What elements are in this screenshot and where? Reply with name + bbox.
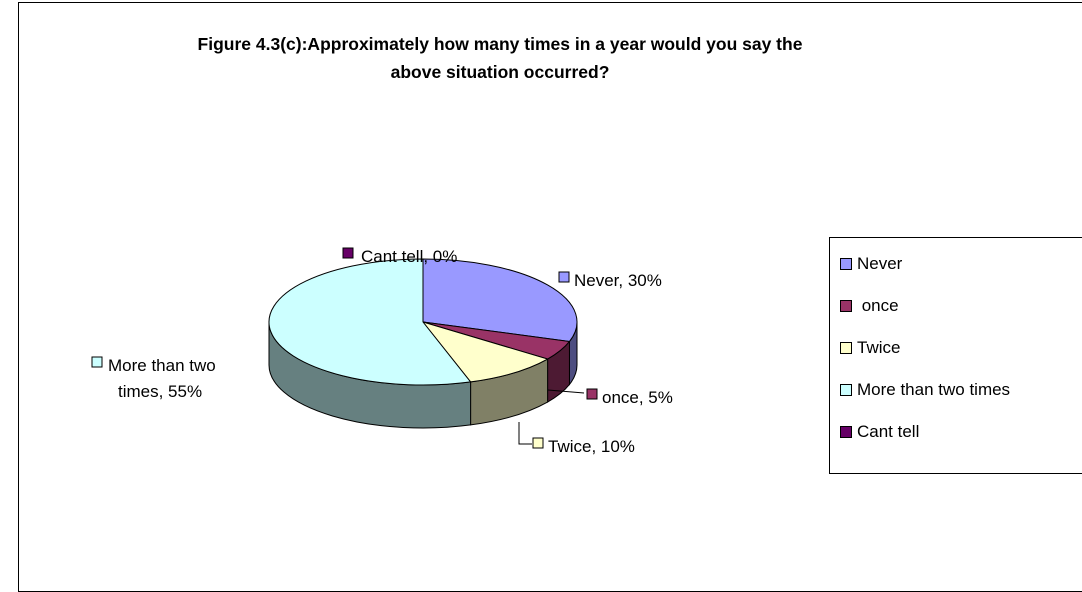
pie-top: [268, 258, 578, 386]
leader-line-once: [547, 389, 585, 394]
data-label-more-than-two-times: More than two: [108, 356, 216, 375]
data-label-swatch-once: [586, 388, 598, 400]
data-label-twice: Twice, 10%: [548, 437, 635, 456]
chart-title-line-2: above situation occurred?: [390, 62, 610, 82]
legend-item-once: once: [840, 295, 899, 317]
legend-swatch-twice: [840, 342, 852, 354]
legend-label-cant-tell: Cant tell: [857, 422, 920, 441]
data-label-cant-tell: Cant tell, 0%: [361, 247, 457, 266]
data-labels: Never, 30% once, 5% Twice, 10% More than tw…: [91, 247, 673, 456]
legend-item-cant-tell: Cant tell: [840, 421, 919, 443]
pie-slice-more-than-two-times: [268, 258, 472, 386]
data-label-swatch-twice: [532, 437, 544, 449]
pie-slice-twice: [421, 321, 549, 383]
legend-swatch-cant-tell: [840, 426, 852, 438]
legend-label-more-than-two-times: More than two times: [857, 380, 1011, 399]
legend-label-twice: Twice: [857, 338, 901, 357]
legend-item-never: Never: [840, 253, 902, 275]
chart-title: Figure 4.3(c):Approximately how many tim…: [60, 30, 940, 86]
legend-item-twice: Twice: [840, 337, 900, 359]
data-label-once: once, 5%: [602, 388, 673, 407]
legend-swatch-once: [840, 300, 852, 312]
data-label-swatch-never: [558, 271, 570, 283]
legend: Never once Twice More than two times Cant t…: [829, 237, 1082, 474]
legend-label-never: Never: [857, 254, 903, 273]
chart-title-line-1: Figure 4.3(c):Approximately how many tim…: [197, 34, 803, 54]
legend-swatch-more-than-two-times: [840, 384, 852, 396]
pie-slice-never: [422, 258, 578, 343]
legend-item-more-than-two-times: More than two times: [840, 379, 1010, 401]
data-label-swatch-more-than-two-times: [91, 356, 103, 368]
legend-swatch-never: [840, 258, 852, 270]
data-label-never: Never, 30%: [574, 271, 662, 290]
legend-label-once: once: [857, 296, 899, 315]
data-label-more-than-two-times-line-2: times, 55%: [118, 382, 202, 401]
data-label-swatch-cant-tell: [342, 247, 354, 259]
leader-line-twice: [518, 422, 532, 445]
